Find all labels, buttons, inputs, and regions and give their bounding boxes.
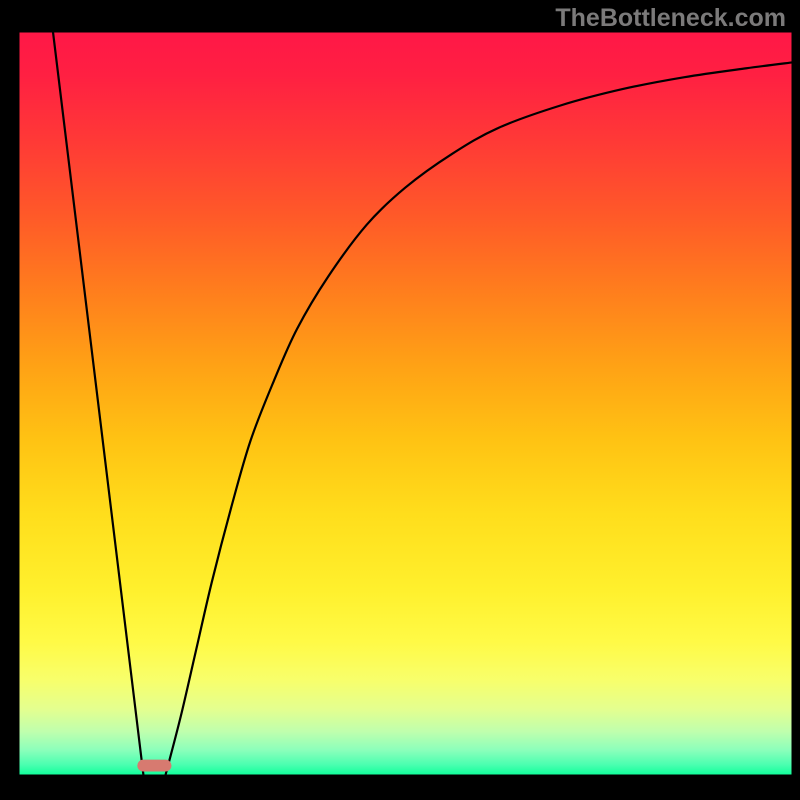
plot-background	[18, 31, 793, 776]
chart-container: TheBottleneck.com	[0, 0, 800, 800]
bottleneck-chart	[0, 0, 800, 800]
watermark-text: TheBottleneck.com	[555, 4, 786, 33]
valley-marker	[137, 760, 171, 772]
